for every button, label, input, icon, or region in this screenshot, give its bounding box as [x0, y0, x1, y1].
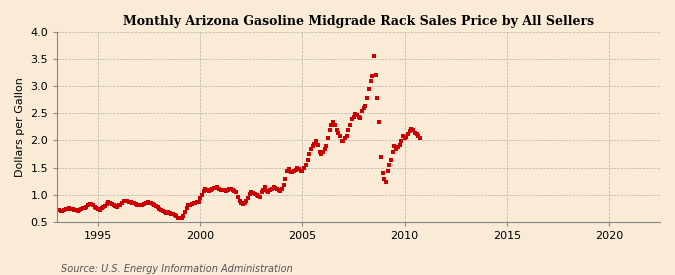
- Title: Monthly Arizona Gasoline Midgrade Rack Sales Price by All Sellers: Monthly Arizona Gasoline Midgrade Rack S…: [123, 15, 594, 28]
- Y-axis label: Dollars per Gallon: Dollars per Gallon: [15, 77, 25, 177]
- Text: Source: U.S. Energy Information Administration: Source: U.S. Energy Information Administ…: [61, 264, 292, 274]
